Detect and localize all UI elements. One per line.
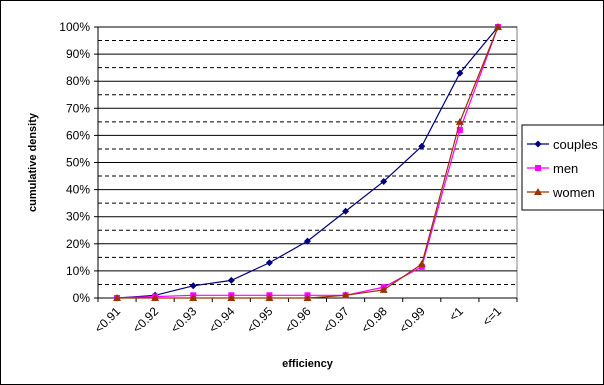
data-point xyxy=(304,237,311,245)
gridlines xyxy=(97,26,518,299)
y-axis-title: cumulative density xyxy=(27,112,39,212)
legend-label: women xyxy=(552,185,595,200)
data-point xyxy=(342,207,350,215)
legend-label: couples xyxy=(553,137,598,152)
y-tick-labels: 0% 10% 20% 30% 40% 50% 60% 70% 80% 90% 100% xyxy=(59,20,90,305)
data-point xyxy=(534,140,542,148)
x-tick-label: <0.93 xyxy=(168,304,200,336)
data-point xyxy=(455,117,464,125)
data-point xyxy=(265,259,273,267)
x-tick-label: <0.91 xyxy=(92,304,124,336)
x-tick-label: <0.99 xyxy=(397,304,429,336)
legend: couples men women xyxy=(521,124,604,211)
legend-item-couples: couples xyxy=(527,137,598,152)
x-tick-label: <1 xyxy=(446,304,466,324)
x-tick-label: <0.94 xyxy=(206,304,238,336)
data-point xyxy=(227,276,235,284)
y-tick-label: 10% xyxy=(66,264,90,278)
data-point xyxy=(227,294,236,301)
data-point xyxy=(265,294,274,301)
data-point xyxy=(535,165,541,171)
y-tick-label: 30% xyxy=(66,210,90,224)
data-point xyxy=(456,126,463,133)
data-point xyxy=(151,294,160,301)
data-point xyxy=(113,294,122,301)
x-tick-label: <0.96 xyxy=(282,304,314,336)
x-axis-title: efficiency xyxy=(282,358,334,370)
data-point xyxy=(379,285,388,293)
legend-item-men: men xyxy=(527,161,578,176)
y-tick-label: 50% xyxy=(66,156,90,170)
y-tick-label: 60% xyxy=(66,128,90,142)
legend-box xyxy=(521,124,604,211)
data-point xyxy=(493,23,502,30)
y-tick-label: 0% xyxy=(73,291,91,305)
x-tick-label: <0.95 xyxy=(244,304,276,336)
x-tick-label: <0.92 xyxy=(130,304,162,336)
data-point xyxy=(380,177,388,185)
data-point xyxy=(189,294,198,301)
x-tick-label: <0.98 xyxy=(358,304,390,336)
y-tick-label: 100% xyxy=(59,20,90,34)
y-tick-label: 40% xyxy=(66,183,90,197)
data-point xyxy=(418,142,426,150)
data-point xyxy=(189,282,197,290)
y-tick-label: 90% xyxy=(66,47,90,61)
series-layer xyxy=(113,23,502,302)
data-point xyxy=(534,188,542,195)
data-point xyxy=(456,69,464,77)
x-tick-label: <=1 xyxy=(480,304,505,329)
y-tick-label: 70% xyxy=(66,101,90,115)
legend-label: men xyxy=(553,161,578,176)
data-point xyxy=(303,294,312,301)
series-women xyxy=(113,23,502,301)
data-point xyxy=(341,291,350,299)
y-tick-label: 80% xyxy=(66,74,90,88)
x-tick-labels: <0.91 <0.92 <0.93 <0.94 <0.95 <0.96 <0.97 <0.98… xyxy=(92,304,505,336)
y-tick-label: 20% xyxy=(66,237,90,251)
x-tick-label: <0.97 xyxy=(320,304,352,336)
data-point xyxy=(417,260,426,268)
legend-item-women: women xyxy=(527,185,595,200)
